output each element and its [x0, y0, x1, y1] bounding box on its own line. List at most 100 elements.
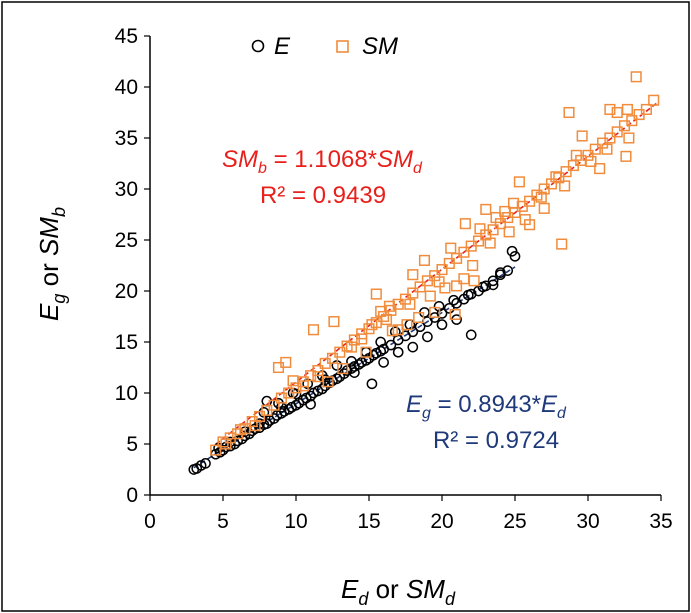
- data-point-e: [200, 458, 211, 469]
- y-tick-label: 40: [115, 76, 138, 99]
- data-point-sm: [451, 252, 463, 264]
- data-point-sm: [507, 197, 520, 209]
- y-tick-label: 20: [115, 280, 138, 303]
- data-point-sm: [626, 115, 638, 127]
- data-point-sm: [487, 224, 499, 236]
- data-point-sm: [268, 399, 280, 411]
- data-point-e: [268, 413, 280, 424]
- data-point-e: [502, 265, 514, 276]
- data-point-sm: [307, 324, 320, 336]
- data-point-e: [509, 250, 521, 262]
- sm-eq-rhs: SM: [377, 146, 413, 173]
- svg-text:Eg = 0.8943*Ed: Eg = 0.8943*Ed: [406, 391, 567, 422]
- data-point-e: [316, 383, 328, 395]
- data-point-sm: [451, 280, 463, 292]
- sm-trendline-equation: SMb = 1.1068*SMd R² = 0.9439: [222, 146, 423, 209]
- data-point-sm: [582, 149, 594, 161]
- data-point-e: [443, 302, 455, 314]
- data-point-sm: [499, 205, 511, 217]
- data-point-sm: [297, 380, 309, 392]
- y-tick-label: 15: [115, 331, 138, 354]
- y-tick-label: 45: [115, 25, 138, 48]
- legend-label-sm: SM: [362, 33, 398, 60]
- data-point-sm: [480, 203, 492, 215]
- x-axis-title: Ed or SMd: [341, 574, 456, 609]
- data-point-sm: [234, 424, 247, 436]
- data-point-sm: [272, 361, 285, 374]
- e-eq-lhs-sub: g: [422, 405, 431, 422]
- data-point-e: [392, 346, 404, 358]
- data-point-e: [366, 378, 378, 390]
- data-point-e: [422, 331, 433, 343]
- data-point-sm: [519, 214, 531, 226]
- data-point-sm: [383, 300, 395, 312]
- data-point-sm: [576, 130, 588, 142]
- data-point-sm: [436, 264, 448, 276]
- x-title-base2: SM: [406, 574, 445, 604]
- data-point-e: [349, 367, 360, 378]
- data-point-e: [375, 336, 387, 348]
- data-point-sm: [474, 223, 486, 235]
- data-point-sm: [220, 438, 232, 450]
- x-tick-label: 30: [576, 510, 599, 533]
- data-point-sm: [604, 132, 616, 144]
- e-r2: R² = 0.9724: [433, 427, 559, 454]
- data-point-sm: [414, 281, 426, 293]
- e-eq-lhs: E: [406, 391, 423, 418]
- data-point-sm: [604, 103, 616, 115]
- data-point-e: [465, 329, 477, 341]
- e-eq-rhs: E: [541, 391, 558, 418]
- data-point-sm: [249, 420, 261, 432]
- data-point-sm: [467, 259, 479, 272]
- data-point-e: [346, 356, 357, 367]
- data-point-sm: [458, 246, 470, 258]
- data-point-sm: [503, 226, 515, 238]
- y-tick-label: 35: [115, 127, 138, 150]
- data-point-sm: [594, 163, 606, 175]
- x-tick-label: 20: [430, 510, 453, 533]
- data-point-sm: [563, 106, 575, 119]
- data-point-sm: [418, 254, 431, 266]
- y-tick-label: 10: [115, 382, 138, 405]
- data-point-sm: [630, 71, 642, 83]
- data-point-e: [305, 390, 316, 402]
- data-point-e: [436, 308, 448, 319]
- sm-eq-rhs-sub: d: [413, 160, 423, 177]
- data-point-sm: [386, 325, 398, 337]
- data-point-sm: [611, 106, 623, 119]
- x-tick-label: 0: [144, 510, 156, 533]
- data-point-e: [305, 398, 316, 410]
- data-point-sm: [570, 149, 582, 161]
- data-point-sm: [459, 218, 471, 230]
- data-point-sm: [407, 287, 419, 299]
- sm-r2: R² = 0.9439: [260, 182, 386, 209]
- trendline-sm: [215, 101, 659, 445]
- data-point-e: [448, 294, 460, 306]
- data-point-sm: [524, 195, 536, 207]
- data-point-sm: [538, 202, 550, 214]
- data-point-sm: [404, 298, 416, 310]
- data-point-sm: [556, 238, 568, 250]
- data-point-sm: [449, 308, 461, 321]
- data-point-sm: [439, 282, 451, 294]
- y-title-sub1: g: [49, 294, 69, 304]
- data-point-e: [389, 326, 401, 338]
- y-title-mid: or: [34, 256, 64, 294]
- data-point-e: [385, 339, 397, 351]
- data-point-sm: [601, 143, 613, 155]
- data-point-e: [407, 341, 419, 353]
- data-point-sm: [472, 235, 485, 247]
- legend-marker-sm: [336, 40, 349, 53]
- data-point-sm: [380, 314, 393, 326]
- data-point-sm: [433, 276, 445, 288]
- svg-text:SMb = 1.1068*SMd: SMb = 1.1068*SMd: [222, 146, 423, 177]
- data-point-sm: [290, 382, 302, 394]
- data-point-sm: [345, 341, 358, 353]
- y-title-base1: E: [34, 303, 64, 321]
- series-sm: [210, 71, 660, 456]
- y-title-sub2: b: [49, 207, 69, 217]
- data-point-e: [407, 326, 419, 338]
- data-point-sm: [210, 444, 222, 456]
- data-point-sm: [513, 176, 525, 188]
